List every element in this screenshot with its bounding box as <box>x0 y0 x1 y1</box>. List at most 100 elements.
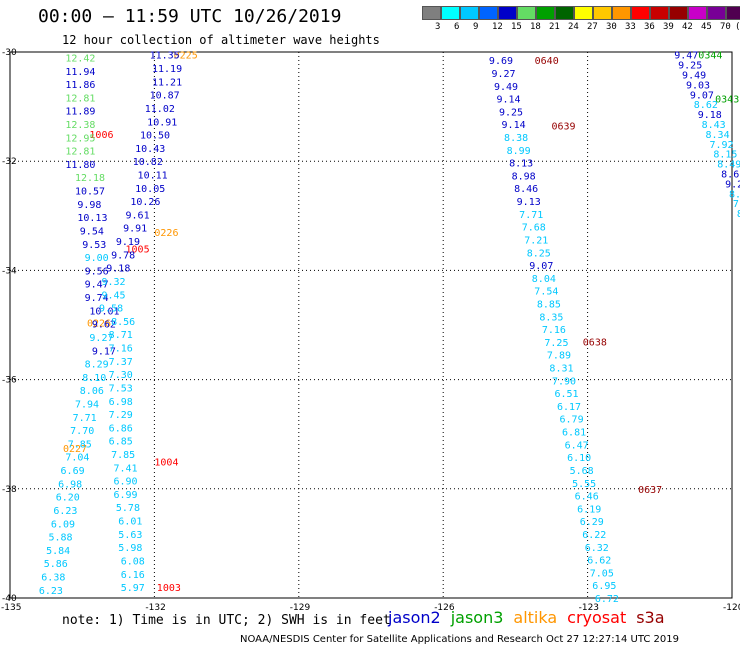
swh-value: 10.87 <box>150 91 180 102</box>
swh-value: 7.29 <box>109 410 133 421</box>
color-scale-label: 39 <box>663 22 674 32</box>
swh-value: 8.6 <box>729 189 740 200</box>
swh-value: 6.62 <box>587 556 611 567</box>
track-time-label: 0638 <box>583 337 607 348</box>
color-swatch <box>650 6 669 20</box>
swh-value: 9.45 <box>101 290 125 301</box>
lat-tick-label: -38 <box>2 485 17 495</box>
swh-value: 12.81 <box>65 147 95 158</box>
swh-value: 8.98 <box>512 171 536 182</box>
color-scale-label: 18 <box>530 22 541 32</box>
swh-value: 8.49 <box>717 160 740 171</box>
swh-value: 8.71 <box>109 330 133 341</box>
color-scale-label: 30 <box>606 22 617 32</box>
satellite-s3a: s3a <box>636 608 665 627</box>
swh-value: 7.94 <box>75 399 99 410</box>
swh-value: 6.29 <box>580 517 604 528</box>
swh-value: 6.32 <box>585 543 609 554</box>
swh-value: 7.92 <box>709 140 733 151</box>
track-time-label: 0226 <box>87 318 111 329</box>
swh-value: 10.82 <box>133 157 163 168</box>
color-scale-label: 21 <box>549 22 560 32</box>
swh-value: 5.97 <box>121 583 145 594</box>
swh-value: 9.18 <box>106 264 130 275</box>
swh-value: 10.13 <box>77 213 107 224</box>
satellite-jason2: jason2 <box>388 608 441 627</box>
swh-value: 8.62 <box>694 100 718 111</box>
swh-value: 6.23 <box>39 586 63 597</box>
swh-value: 9.25 <box>678 61 702 72</box>
track-time-label: 0637 <box>638 485 662 496</box>
track-time-label: 1004 <box>154 458 178 469</box>
swh-value: 7.71 <box>519 210 543 221</box>
lat-tick-label: -30 <box>2 48 17 58</box>
swh-value: 5.68 <box>570 466 594 477</box>
swh-value: 8.29 <box>85 360 109 371</box>
swh-value: 8.06 <box>80 386 104 397</box>
swh-value: 8 <box>737 209 740 220</box>
swh-value: 5.84 <box>46 546 70 557</box>
swh-value: 7. <box>733 199 740 210</box>
swh-value: 10.05 <box>135 184 165 195</box>
lon-tick-label: -126 <box>434 603 455 613</box>
swh-value: 10.11 <box>138 171 168 182</box>
swh-value: 6.51 <box>554 389 578 400</box>
swh-value: 6.98 <box>109 397 133 408</box>
swh-value: 7.16 <box>109 344 133 355</box>
swh-value: 8.34 <box>706 130 730 141</box>
lon-tick-label: -120 <box>723 603 740 613</box>
swh-value: 6.08 <box>121 556 145 567</box>
color-swatch <box>707 6 726 20</box>
page-subtitle: 12 hour collection of altimeter wave hei… <box>62 33 380 47</box>
swh-value: 9.62 <box>92 320 116 331</box>
color-scale-label: 15 <box>511 22 522 32</box>
swh-value: 9.47 <box>85 280 109 291</box>
swh-value: 10.43 <box>135 144 165 155</box>
track-time-label: 1005 <box>126 245 150 256</box>
swh-value: 9.27 <box>491 69 515 80</box>
swh-value: 7.04 <box>65 453 89 464</box>
swh-value: 6.81 <box>562 428 586 439</box>
swh-value: 10.50 <box>140 131 170 142</box>
swh-value: 7.41 <box>113 463 137 474</box>
swh-value: 7.70 <box>70 426 94 437</box>
swh-value: 6.98 <box>58 479 82 490</box>
swh-value: 9.18 <box>698 110 722 121</box>
swh-value: 7.37 <box>109 357 133 368</box>
swh-value: 6.85 <box>109 437 133 448</box>
swh-value: 12.18 <box>75 173 105 184</box>
color-swatch <box>612 6 631 20</box>
color-swatch <box>574 6 593 20</box>
swh-value: 9.32 <box>101 277 125 288</box>
color-scale-label: 45 <box>701 22 712 32</box>
swh-value: 8.04 <box>532 274 556 285</box>
swh-value: 6.46 <box>575 492 599 503</box>
swh-value: 8.31 <box>549 364 573 375</box>
swh-value: 9.14 <box>502 120 526 131</box>
map-frame <box>9 51 733 599</box>
swh-value: 11.02 <box>145 104 175 115</box>
track-time-label: 1003 <box>157 583 181 594</box>
color-swatch <box>555 6 574 20</box>
swh-value: 7.68 <box>522 223 546 234</box>
swh-value: 8.15 <box>713 150 737 161</box>
swh-value: 11.21 <box>152 77 182 88</box>
swh-value: 9.58 <box>99 304 123 315</box>
swh-value: 9.61 <box>126 210 150 221</box>
satellite-cryosat: cryosat <box>567 608 627 627</box>
swh-value: 9.78 <box>111 250 135 261</box>
swh-value: 11.89 <box>65 107 95 118</box>
swh-value: 8.61 <box>721 169 740 180</box>
swh-value: 8.56 <box>111 317 135 328</box>
swh-value: 12.81 <box>65 93 95 104</box>
lon-tick-label: -123 <box>579 603 599 613</box>
swh-value: 9.14 <box>496 95 520 106</box>
swh-value: 11.19 <box>152 64 182 75</box>
swh-value: 6.38 <box>41 573 65 584</box>
track-time-label: 0344 <box>698 51 722 62</box>
lon-tick-label: -132 <box>145 603 165 613</box>
swh-value: 9.13 <box>517 197 541 208</box>
swh-value: 10.26 <box>130 197 160 208</box>
color-scale-label: 3 <box>435 22 441 32</box>
